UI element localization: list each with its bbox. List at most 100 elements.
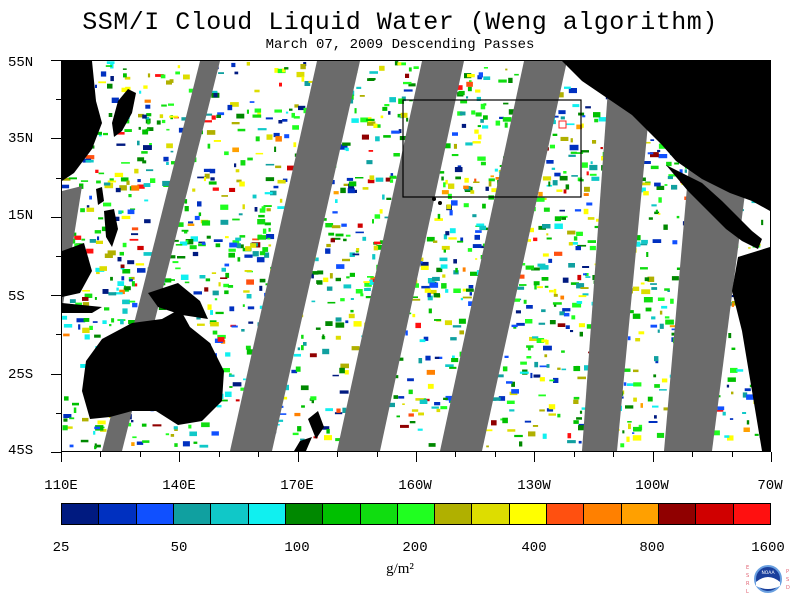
cloud-pixel (727, 377, 736, 382)
cloud-pixel (257, 111, 261, 117)
cloud-pixel (453, 288, 461, 293)
cloud-pixel (412, 313, 416, 318)
cloud-pixel (475, 258, 478, 260)
cloud-pixel (486, 445, 489, 448)
cloud-pixel (577, 274, 582, 281)
cloud-pixel (150, 178, 156, 183)
cloud-pixel (449, 228, 456, 234)
cloud-pixel (81, 238, 86, 241)
axis-tick (416, 452, 417, 462)
cloud-pixel (156, 120, 161, 125)
cloud-pixel (104, 253, 113, 258)
cloud-pixel (586, 171, 589, 176)
colorbar-segment (733, 504, 770, 524)
cloud-pixel (726, 384, 730, 388)
axis-tick (51, 216, 61, 218)
cloud-pixel (173, 426, 178, 430)
cloud-pixel (367, 121, 376, 126)
cloud-pixel (359, 95, 365, 97)
cloud-pixel (199, 444, 209, 448)
cloud-pixel (218, 72, 224, 74)
cloud-pixel (415, 322, 421, 329)
cloud-pixel (322, 426, 330, 430)
cloud-pixel (654, 415, 657, 419)
cloud-pixel (383, 135, 391, 138)
cloud-pixel (360, 293, 364, 297)
cloud-pixel (63, 324, 73, 328)
cloud-pixel (527, 346, 531, 351)
cloud-pixel (97, 420, 106, 425)
cloud-pixel (355, 177, 364, 179)
cloud-pixel (166, 80, 172, 85)
cloud-pixel (209, 168, 216, 174)
cloud-pixel (301, 405, 305, 408)
cloud-pixel (137, 179, 141, 183)
cloud-pixel (310, 396, 317, 401)
cloud-pixel (237, 257, 241, 262)
cloud-pixel (556, 189, 563, 192)
cloud-pixel (646, 252, 649, 257)
cloud-pixel (712, 430, 720, 436)
cloud-pixel (84, 293, 93, 298)
cloud-pixel (84, 334, 90, 340)
cloud-pixel (452, 325, 462, 328)
cloud-pixel (483, 76, 491, 80)
cloud-pixel (632, 313, 641, 319)
cloud-pixel (350, 309, 354, 313)
cloud-pixel (523, 299, 527, 304)
cloud-pixel (391, 130, 400, 134)
cloud-pixel (304, 81, 311, 86)
cloud-pixel (656, 432, 665, 438)
cloud-pixel (103, 202, 112, 207)
cloud-pixel (85, 155, 95, 160)
cloud-pixel (326, 243, 331, 248)
colorbar-label: 1600 (751, 540, 785, 556)
cloud-pixel (569, 144, 579, 151)
cloud-pixel (293, 142, 297, 148)
cloud-pixel (437, 213, 441, 219)
cloud-pixel (563, 189, 567, 194)
cloud-pixel (346, 276, 350, 279)
cloud-pixel (403, 81, 412, 85)
cloud-pixel (389, 97, 396, 103)
cloud-pixel (97, 236, 100, 241)
cloud-pixel (727, 435, 734, 441)
cloud-pixel (234, 71, 239, 75)
colorbar-segment (136, 504, 174, 524)
cloud-pixel (193, 291, 202, 295)
cloud-pixel (411, 298, 421, 301)
cloud-pixel (231, 325, 238, 328)
colorbar-segment (435, 504, 473, 524)
cloud-pixel (356, 248, 360, 252)
cloud-pixel (724, 435, 730, 438)
cloud-pixel (333, 191, 339, 195)
cloud-pixel (627, 310, 634, 314)
cloud-pixel (368, 150, 374, 152)
cloud-pixel (449, 210, 453, 216)
cloud-pixel (468, 285, 474, 289)
cloud-pixel (507, 429, 516, 432)
cloud-pixel (353, 321, 362, 327)
cloud-pixel (76, 318, 86, 323)
cloud-pixel (722, 411, 726, 416)
cloud-pixel (274, 68, 279, 73)
cloud-pixel (429, 282, 439, 288)
cloud-pixel (467, 86, 472, 92)
cloud-pixel (144, 219, 151, 224)
cloud-pixel (203, 176, 206, 182)
cloud-pixel (232, 240, 240, 245)
cloud-pixel (518, 274, 525, 279)
cloud-pixel (384, 104, 390, 107)
cloud-pixel (192, 188, 196, 192)
cloud-pixel (475, 112, 482, 117)
cloud-pixel (427, 292, 431, 298)
cloud-pixel (498, 79, 507, 83)
cloud-pixel (519, 441, 523, 447)
cloud-pixel (548, 181, 551, 187)
cloud-pixel (655, 209, 658, 213)
lat-label: 5S (8, 289, 25, 305)
colorbar-units: g/m² (386, 561, 414, 577)
cloud-pixel (237, 128, 246, 132)
cloud-pixel (528, 431, 536, 437)
cloud-pixel (650, 152, 659, 158)
